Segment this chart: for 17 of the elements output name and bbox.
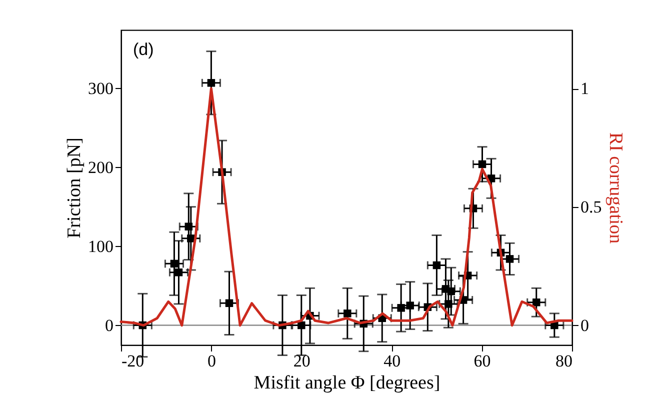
y-tick-label: 300 — [88, 78, 114, 98]
x-tick-label: 60 — [474, 352, 491, 370]
y2-tick-label: 1 — [580, 79, 589, 98]
y-tick-label: 100 — [88, 236, 114, 256]
y2-tick-label: 0.5 — [580, 197, 602, 216]
x-tick-label: 80 — [556, 352, 572, 370]
x-tick-label: 0 — [207, 352, 216, 370]
y2-tick-label: 0 — [580, 316, 589, 335]
annotation: (d) — [133, 40, 154, 59]
x-tick-label: 20 — [293, 352, 310, 370]
y-axis-title: Friction [pN] — [64, 138, 85, 238]
x-tick-label: 40 — [384, 352, 401, 370]
y-tick-label: 200 — [88, 158, 114, 177]
y-tick-label: 0 — [105, 316, 114, 335]
y2-axis-title: RI corrugation — [604, 132, 626, 244]
x-axis-title: Misfit angle Φ [degrees] — [254, 372, 440, 394]
x-tick-label: -20 — [122, 352, 144, 370]
